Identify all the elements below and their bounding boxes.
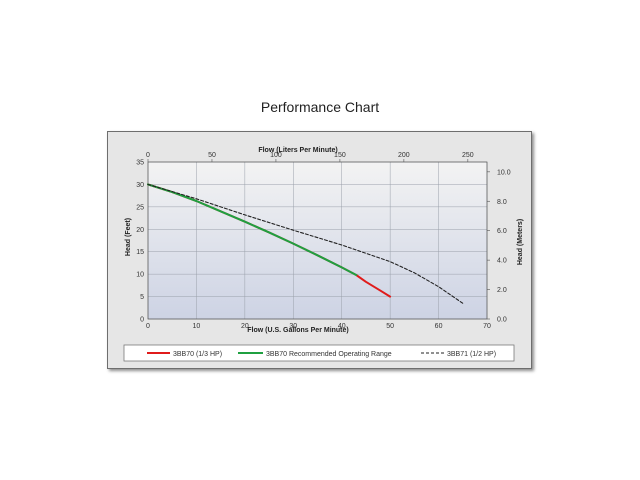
y-tick-label: 5 <box>140 294 144 301</box>
legend-box <box>123 344 515 362</box>
x-tick-label: 60 <box>435 323 443 330</box>
y-tick-label: 20 <box>136 227 144 234</box>
y-axis-title: Head (Feet) <box>125 218 132 256</box>
y2-tick-label: 4.0 <box>497 258 507 265</box>
x2-tick-label: 200 <box>398 152 410 159</box>
legend-label-range: 3BB70 Recommended Operating Range <box>266 351 392 358</box>
y-tick-label: 0 <box>140 317 144 324</box>
y-tick-label: 30 <box>136 182 144 189</box>
x-tick-label: 70 <box>483 323 491 330</box>
legend-label-3bb71: 3BB71 (1/2 HP) <box>447 351 496 358</box>
y2-tick-label: 2.0 <box>497 287 507 294</box>
x2-tick-label: 150 <box>334 152 346 159</box>
x2-tick-label: 100 <box>270 152 282 159</box>
x2-tick-label: 0 <box>146 152 150 159</box>
y-tick-label: 35 <box>136 160 144 167</box>
x-tick-label: 10 <box>193 323 201 330</box>
y2-tick-label: 0.0 <box>497 317 507 324</box>
y-tick-label: 25 <box>136 204 144 211</box>
y-tick-label: 10 <box>136 272 144 279</box>
x2-tick-label: 50 <box>208 152 216 159</box>
plot-area <box>148 162 487 319</box>
y2-tick-label: 6.0 <box>497 228 507 235</box>
legend-label-3bb70: 3BB70 (1/3 HP) <box>173 351 222 358</box>
x-tick-label: 0 <box>146 323 150 330</box>
x-tick-label: 30 <box>289 323 297 330</box>
x-tick-label: 20 <box>241 323 249 330</box>
series-line-3bb71 <box>147 183 464 304</box>
chart-frame: 0 10 20 30 40 50 60 70 0 5 10 15 20 25 30 35 0 50 100 150 20… <box>107 131 532 369</box>
series-lines <box>147 183 464 304</box>
y2-tick-label: 10.0 <box>497 169 511 176</box>
series-line-recommended-range <box>147 183 358 276</box>
x2-tick-label: 250 <box>462 152 474 159</box>
plot-border <box>147 161 488 320</box>
grid-lines <box>147 161 488 320</box>
x-tick-label: 40 <box>338 323 346 330</box>
y-tick-label: 15 <box>136 249 144 256</box>
x2-axis-title: Flow (Liters Per Minute) <box>258 147 337 154</box>
y2-axis-title: Head (Meters) <box>517 219 524 265</box>
x-axis-title: Flow (U.S. Gallons Per Minute) <box>247 327 349 334</box>
y2-tick-label: 8.0 <box>497 199 507 206</box>
page-title: Performance Chart <box>260 99 380 115</box>
x-tick-label: 50 <box>386 323 394 330</box>
